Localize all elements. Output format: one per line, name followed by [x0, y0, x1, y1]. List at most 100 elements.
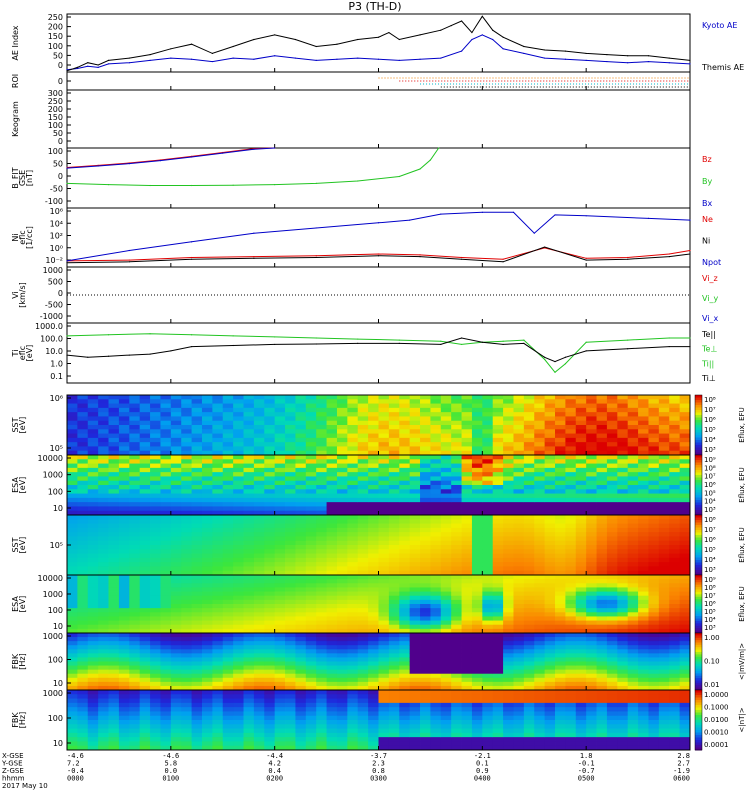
esa1-panel-cell [98, 472, 109, 477]
esa1-panel-cell [326, 455, 338, 460]
fbk1-panel-cell [118, 641, 130, 646]
sst2-panel-cell [430, 557, 442, 563]
fbk1-panel-cell [357, 669, 369, 675]
sst2-panel-cell [336, 519, 348, 524]
esa2-panel-cell [503, 575, 514, 580]
fbk1-panel-cell [596, 637, 608, 642]
fbk1-panel-cell [201, 677, 213, 683]
sst2-panel-cell [451, 557, 462, 563]
ni-panel-point [512, 211, 515, 213]
sst2-panel-cell [181, 519, 192, 524]
esa2-panel-cell [347, 599, 359, 605]
fbk1-panel-cell [575, 649, 587, 654]
esa2-panel-cell [160, 616, 172, 621]
sst2-panel-cell [575, 540, 587, 546]
ti-panel-point [523, 339, 525, 341]
sst2-panel-cell [118, 566, 130, 572]
esa1-panel-cell [181, 472, 192, 477]
sst2-panel-colorbar-step [695, 530, 702, 533]
sst2-panel-cell [87, 532, 99, 537]
sst2-panel-cell [253, 515, 265, 520]
esa1-panel-cell [316, 510, 327, 516]
esa1-panel-cell [378, 485, 390, 490]
sst1-panel-cell [430, 437, 442, 443]
ae-panel-series-themis-ae [66, 15, 691, 72]
esa1-panel-cell [669, 506, 681, 512]
sst1-panel-cell [503, 429, 514, 434]
sst2-panel-cell [399, 545, 411, 550]
esa1-panel-cell [274, 489, 286, 494]
fbk1-panel-cell [170, 657, 182, 662]
esa2-panel-cell [347, 628, 359, 634]
sst2-panel-cell [150, 519, 161, 524]
esa1-panel-cell [336, 467, 348, 473]
fbk1-panel-cell [420, 641, 431, 646]
sst2-panel-cell [606, 549, 618, 554]
sst2-panel-cell [679, 515, 691, 520]
fbk1-panel-cell [492, 661, 504, 666]
esa1-panel-cell [399, 510, 411, 516]
fbk1-panel-colorbar-tick: 1.00 [704, 634, 720, 642]
sst1-panel-cell [305, 412, 317, 417]
sst2-panel-cell [586, 545, 597, 550]
sst2-panel-cell [451, 532, 462, 537]
sst2-panel-cell [409, 536, 421, 542]
sst1-panel-cell [388, 450, 400, 456]
sst1-panel-cell [67, 442, 78, 447]
ni-panel-legend-entry: Npot [702, 258, 721, 267]
fbk1-panel-cell [658, 661, 670, 666]
fbk1-panel-cell [368, 637, 379, 642]
esa2-panel-cell [492, 624, 504, 630]
sst1-panel-cell [420, 442, 431, 447]
esa2-panel-cell [430, 616, 442, 621]
ti-panel-legend-entry: Te|| [701, 330, 716, 339]
sst1-panel-cell [212, 420, 224, 426]
ae-panel-point [66, 69, 68, 71]
esa2-panel-colorbar-step [695, 601, 702, 605]
sst1-panel-cell [544, 403, 556, 409]
esa2-panel-cell [326, 616, 338, 621]
fbk2-panel-cell [181, 707, 192, 712]
fbk1-panel-cell [669, 665, 681, 671]
vi-panel-legend-entry: Vi_y [702, 294, 719, 303]
sst1-panel-cell [627, 437, 639, 443]
fbk2-panel-cell [150, 728, 161, 734]
fbk1-panel-cell [170, 641, 182, 646]
sst1-panel-cell [368, 433, 379, 439]
esa2-panel-cell [669, 604, 681, 609]
esa1-panel-cell [274, 502, 286, 507]
fbk1-panel-cell [409, 661, 421, 666]
esa1-panel-cell [285, 489, 296, 494]
fbk2-panel-cell [98, 715, 109, 721]
sst1-panel-cell [170, 429, 182, 434]
fbk1-panel-cell [181, 633, 192, 638]
ae-panel-point [471, 31, 473, 34]
esa2-panel-cell [129, 608, 141, 613]
fbk1-panel-cell [357, 681, 369, 687]
sst2-panel-cell [378, 557, 390, 563]
sst1-panel-cell [87, 429, 99, 434]
esa2-panel-cell [347, 579, 359, 584]
esa2-panel-cell [326, 591, 338, 597]
esa2-panel-cell [139, 620, 151, 626]
esa1-panel-cell [170, 455, 182, 460]
esa1-panel-cell [451, 480, 462, 486]
ni-panel-ytick-label: 10⁰ [50, 244, 63, 253]
esa1-panel-cell [523, 485, 535, 490]
sst1-panel-cell [212, 403, 224, 409]
esa2-panel-cell [648, 587, 660, 592]
esa1-panel-cell [679, 489, 691, 494]
ni-panel-point [191, 256, 193, 259]
sst1-panel-cell [253, 433, 265, 439]
esa2-panel-ylabel: [eV] [18, 596, 27, 613]
fbk2-panel-cell [98, 741, 109, 747]
fbk1-panel-colorbar-step [695, 680, 702, 684]
sst2-panel-cell [212, 536, 224, 542]
fbk1-panel-cell [336, 649, 348, 654]
sst1-panel-cell [347, 416, 359, 422]
esa2-panel-cell [461, 587, 473, 592]
esa2-panel-cell [170, 579, 182, 584]
fbk2-panel-cell [201, 720, 213, 725]
sst2-panel-cell [357, 523, 369, 529]
sst1-panel-cell [388, 425, 400, 430]
